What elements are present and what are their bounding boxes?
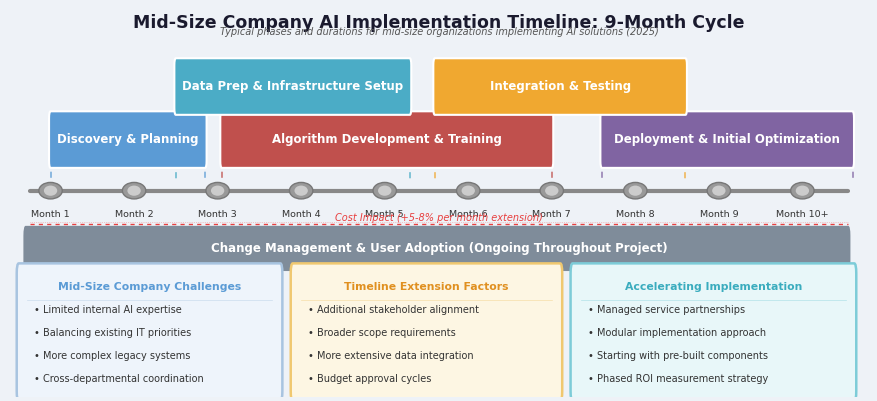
Ellipse shape <box>294 186 308 196</box>
Ellipse shape <box>127 186 140 196</box>
FancyBboxPatch shape <box>433 58 686 115</box>
FancyBboxPatch shape <box>570 263 855 401</box>
Text: • Starting with pre-built components: • Starting with pre-built components <box>587 351 766 361</box>
Ellipse shape <box>628 186 641 196</box>
Ellipse shape <box>706 182 730 199</box>
Text: Mid-Size Company Challenges: Mid-Size Company Challenges <box>58 282 241 292</box>
Text: Month 10+: Month 10+ <box>775 210 828 219</box>
Text: • Budget approval cycles: • Budget approval cycles <box>308 374 431 384</box>
FancyBboxPatch shape <box>175 58 410 115</box>
Text: Discovery & Planning: Discovery & Planning <box>57 133 198 146</box>
Ellipse shape <box>711 186 724 196</box>
Text: Algorithm Development & Training: Algorithm Development & Training <box>272 133 501 146</box>
Text: Month 1: Month 1 <box>32 210 70 219</box>
Ellipse shape <box>545 186 558 196</box>
Text: Month 8: Month 8 <box>616 210 654 219</box>
Text: Cost Impact (+5-8% per month extension): Cost Impact (+5-8% per month extension) <box>335 213 542 223</box>
Text: Month 4: Month 4 <box>282 210 320 219</box>
Text: • Limited internal AI expertise: • Limited internal AI expertise <box>34 306 182 316</box>
Ellipse shape <box>289 182 312 199</box>
Text: • Balancing existing IT priorities: • Balancing existing IT priorities <box>34 328 191 338</box>
Text: Change Management & User Adoption (Ongoing Throughout Project): Change Management & User Adoption (Ongoi… <box>210 242 667 255</box>
FancyBboxPatch shape <box>290 263 561 401</box>
Ellipse shape <box>122 182 146 199</box>
Ellipse shape <box>39 182 62 199</box>
Ellipse shape <box>461 186 474 196</box>
Ellipse shape <box>539 182 563 199</box>
Text: Typical phases and durations for mid-size organizations implementing AI solution: Typical phases and durations for mid-siz… <box>219 27 658 37</box>
Text: Data Prep & Infrastructure Setup: Data Prep & Infrastructure Setup <box>182 80 403 93</box>
FancyBboxPatch shape <box>49 111 206 168</box>
FancyBboxPatch shape <box>220 111 553 168</box>
Text: • Managed service partnerships: • Managed service partnerships <box>587 306 744 316</box>
Text: • Cross-departmental coordination: • Cross-departmental coordination <box>34 374 203 384</box>
FancyBboxPatch shape <box>24 226 850 271</box>
Text: Timeline Extension Factors: Timeline Extension Factors <box>344 282 508 292</box>
FancyBboxPatch shape <box>17 263 282 401</box>
Text: Month 6: Month 6 <box>448 210 487 219</box>
Ellipse shape <box>456 182 480 199</box>
Text: Integration & Testing: Integration & Testing <box>489 80 630 93</box>
Ellipse shape <box>790 182 813 199</box>
Text: Month 9: Month 9 <box>699 210 738 219</box>
Text: Month 5: Month 5 <box>365 210 403 219</box>
Text: Mid-Size Company AI Implementation Timeline: 9-Month Cycle: Mid-Size Company AI Implementation Timel… <box>133 14 744 32</box>
Ellipse shape <box>373 182 396 199</box>
Ellipse shape <box>623 182 646 199</box>
Ellipse shape <box>378 186 391 196</box>
Text: • More complex legacy systems: • More complex legacy systems <box>34 351 190 361</box>
FancyBboxPatch shape <box>600 111 853 168</box>
Text: • Modular implementation approach: • Modular implementation approach <box>587 328 765 338</box>
Text: Month 3: Month 3 <box>198 210 237 219</box>
Text: • More extensive data integration: • More extensive data integration <box>308 351 473 361</box>
Text: Month 7: Month 7 <box>531 210 570 219</box>
Text: Month 2: Month 2 <box>115 210 153 219</box>
Text: Accelerating Implementation: Accelerating Implementation <box>624 282 802 292</box>
Text: • Additional stakeholder alignment: • Additional stakeholder alignment <box>308 306 478 316</box>
Ellipse shape <box>210 186 224 196</box>
Text: Deployment & Initial Optimization: Deployment & Initial Optimization <box>614 133 839 146</box>
Text: • Phased ROI measurement strategy: • Phased ROI measurement strategy <box>587 374 767 384</box>
Ellipse shape <box>795 186 808 196</box>
Text: • Broader scope requirements: • Broader scope requirements <box>308 328 455 338</box>
Ellipse shape <box>44 186 57 196</box>
Ellipse shape <box>206 182 229 199</box>
